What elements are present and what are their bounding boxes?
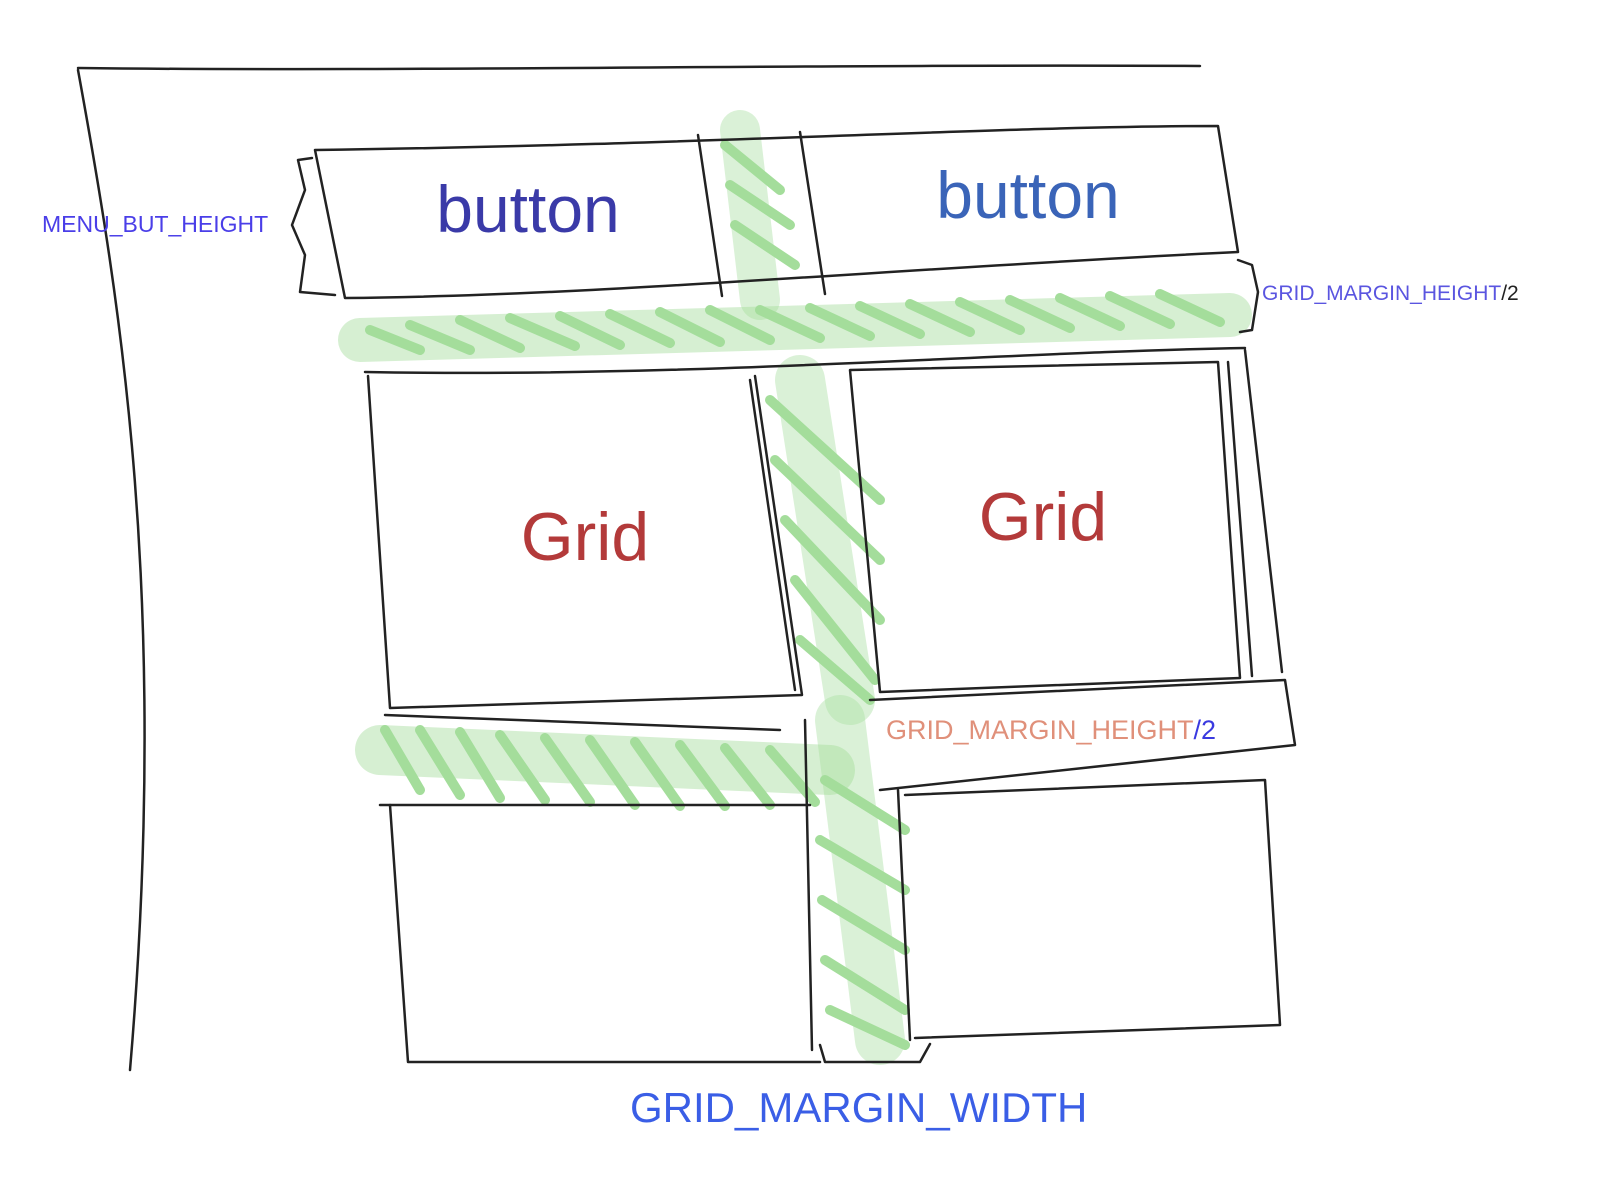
grid-cell-2-outline (848, 360, 1242, 694)
grid-cell-1-outline (366, 374, 804, 710)
grid-margin-height-top-label: GRID_MARGIN_HEIGHT/2 (1262, 282, 1519, 305)
mid-margin-top-edge (383, 713, 782, 732)
grid-cell-4-outline (903, 778, 1282, 1040)
grid-row-top-edge (363, 346, 1247, 375)
button-left-label: button (436, 172, 620, 246)
grid-margin-width-label: GRID_MARGIN_WIDTH (630, 1084, 1087, 1131)
top-margin-bracket (1236, 258, 1260, 334)
width-bracket (818, 1042, 932, 1064)
button-row-outline (313, 124, 1240, 300)
grid-margin-height-mid-label: GRID_MARGIN_HEIGHT/2 (886, 715, 1216, 745)
menu-but-height-label: MENU_BUT_HEIGHT (42, 211, 268, 237)
grid-cell-1-label: Grid (521, 499, 649, 575)
grid-cell-3-outline (388, 803, 822, 1064)
frame-top-edge (76, 64, 1202, 71)
menu-height-bracket (290, 156, 337, 297)
button-divider (696, 133, 724, 298)
mid-bracket (868, 678, 1297, 792)
button-divider-2 (798, 130, 827, 296)
frame-left-edge (76, 68, 146, 1072)
button-right-label: button (936, 158, 1120, 232)
margin-hatching (338, 110, 1252, 1065)
grid-cell-2-label: Grid (979, 479, 1107, 555)
sketch-lines (76, 64, 1297, 1072)
